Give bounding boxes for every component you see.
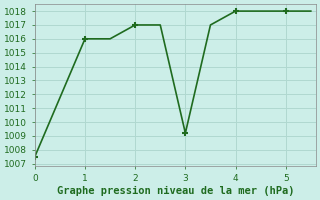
X-axis label: Graphe pression niveau de la mer (hPa): Graphe pression niveau de la mer (hPa) <box>57 186 294 196</box>
